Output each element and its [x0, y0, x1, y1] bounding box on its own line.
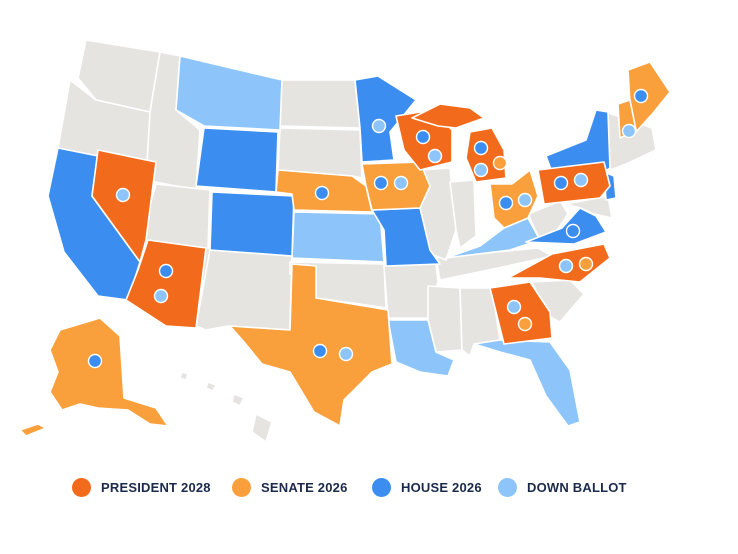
- state-texas: [229, 263, 393, 427]
- legend: PRESIDENT 2028 SENATE 2026 HOUSE 2026 DO…: [0, 478, 738, 504]
- race-marker-michigan-senate-2026: [492, 155, 508, 171]
- president-2028-swatch: [72, 478, 91, 497]
- race-marker-texas-down-ballot: [338, 346, 354, 362]
- race-marker-pennsylvania-house-2026: [553, 175, 569, 191]
- race-marker-virginia-house-2026: [565, 223, 581, 239]
- state-pennsylvania: [537, 161, 611, 205]
- state-colorado: [209, 191, 295, 257]
- senate-2026-swatch: [232, 478, 251, 497]
- legend-item-senate: SENATE 2026: [232, 478, 348, 497]
- state-virginia: [525, 207, 607, 245]
- state-wyoming: [195, 127, 279, 193]
- state-hawaii: [179, 371, 273, 443]
- state-north-dakota: [279, 79, 361, 129]
- race-marker-pennsylvania-down-ballot: [573, 172, 589, 188]
- race-marker-wisconsin-down-ballot: [427, 148, 443, 164]
- state-alaska: [19, 317, 169, 437]
- us-election-map: [19, 39, 671, 443]
- race-marker-north-carolina-senate-2026: [578, 256, 594, 272]
- state-louisiana: [387, 319, 455, 377]
- race-marker-michigan-down-ballot: [473, 162, 489, 178]
- state-georgia: [489, 281, 553, 345]
- race-marker-georgia-down-ballot: [506, 299, 522, 315]
- legend-label-senate: SENATE 2026: [261, 480, 348, 495]
- race-marker-ohio-house-2026: [498, 195, 514, 211]
- race-marker-minnesota-down-ballot: [371, 118, 387, 134]
- race-marker-maine-house-2026: [633, 88, 649, 104]
- state-minnesota: [354, 75, 417, 163]
- race-marker-michigan-house-2026: [473, 140, 489, 156]
- race-marker-arizona-house-2026: [158, 263, 174, 279]
- state-south-dakota: [277, 127, 363, 179]
- house-2026-swatch: [372, 478, 391, 497]
- race-marker-georgia-senate-2026: [517, 316, 533, 332]
- legend-item-house: HOUSE 2026: [372, 478, 482, 497]
- race-marker-nevada-down-ballot: [115, 187, 131, 203]
- legend-label-house: HOUSE 2026: [401, 480, 482, 495]
- race-marker-north-carolina-down-ballot: [558, 258, 574, 274]
- legend-label-down-ballot: DOWN BALLOT: [527, 480, 627, 495]
- legend-item-president: PRESIDENT 2028: [72, 478, 211, 497]
- race-marker-wisconsin-house-2026: [415, 129, 431, 145]
- race-marker-iowa-down-ballot: [393, 175, 409, 191]
- race-marker-alaska-house-2026: [87, 353, 103, 369]
- state-new-mexico: [195, 249, 293, 331]
- down-ballot-swatch: [498, 478, 517, 497]
- state-nevada: [91, 149, 157, 263]
- state-michigan: [411, 103, 507, 183]
- race-marker-arizona-down-ballot: [153, 288, 169, 304]
- state-florida: [473, 339, 581, 427]
- race-markers: [87, 88, 649, 369]
- state-indiana: [449, 179, 477, 249]
- race-marker-ohio-down-ballot: [517, 192, 533, 208]
- state-arizona: [125, 239, 207, 329]
- race-marker-new-hampshire-down-ballot: [621, 123, 637, 139]
- race-marker-nebraska-house-2026: [314, 185, 330, 201]
- legend-item-down-ballot: DOWN BALLOT: [498, 478, 627, 497]
- race-marker-iowa-house-2026: [373, 175, 389, 191]
- state-north-carolina: [507, 243, 611, 283]
- legend-label-president: PRESIDENT 2028: [101, 480, 211, 495]
- state-ohio: [489, 169, 539, 229]
- state-kansas: [291, 211, 385, 263]
- state-montana: [175, 55, 283, 131]
- race-marker-texas-house-2026: [312, 343, 328, 359]
- colored-states: [19, 55, 671, 437]
